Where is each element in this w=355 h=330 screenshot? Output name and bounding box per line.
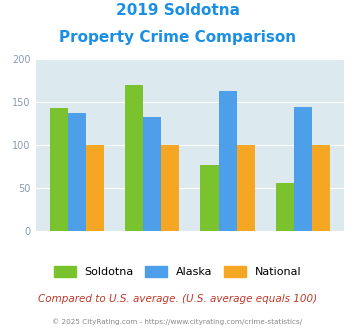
Text: 2019 Soldotna: 2019 Soldotna — [115, 3, 240, 18]
Bar — [312, 145, 330, 231]
Text: Compared to U.S. average. (U.S. average equals 100): Compared to U.S. average. (U.S. average … — [38, 294, 317, 304]
Bar — [68, 114, 86, 231]
Bar — [276, 183, 294, 231]
Bar — [125, 85, 143, 231]
Bar — [219, 91, 237, 231]
Bar — [294, 108, 312, 231]
Text: Property Crime Comparison: Property Crime Comparison — [59, 30, 296, 45]
Bar — [237, 145, 255, 231]
Bar — [201, 165, 219, 231]
Bar — [161, 145, 179, 231]
Bar — [86, 145, 104, 231]
Bar — [143, 117, 161, 231]
Bar — [50, 108, 68, 231]
Text: © 2025 CityRating.com - https://www.cityrating.com/crime-statistics/: © 2025 CityRating.com - https://www.city… — [53, 318, 302, 325]
Legend: Soldotna, Alaska, National: Soldotna, Alaska, National — [49, 261, 306, 281]
